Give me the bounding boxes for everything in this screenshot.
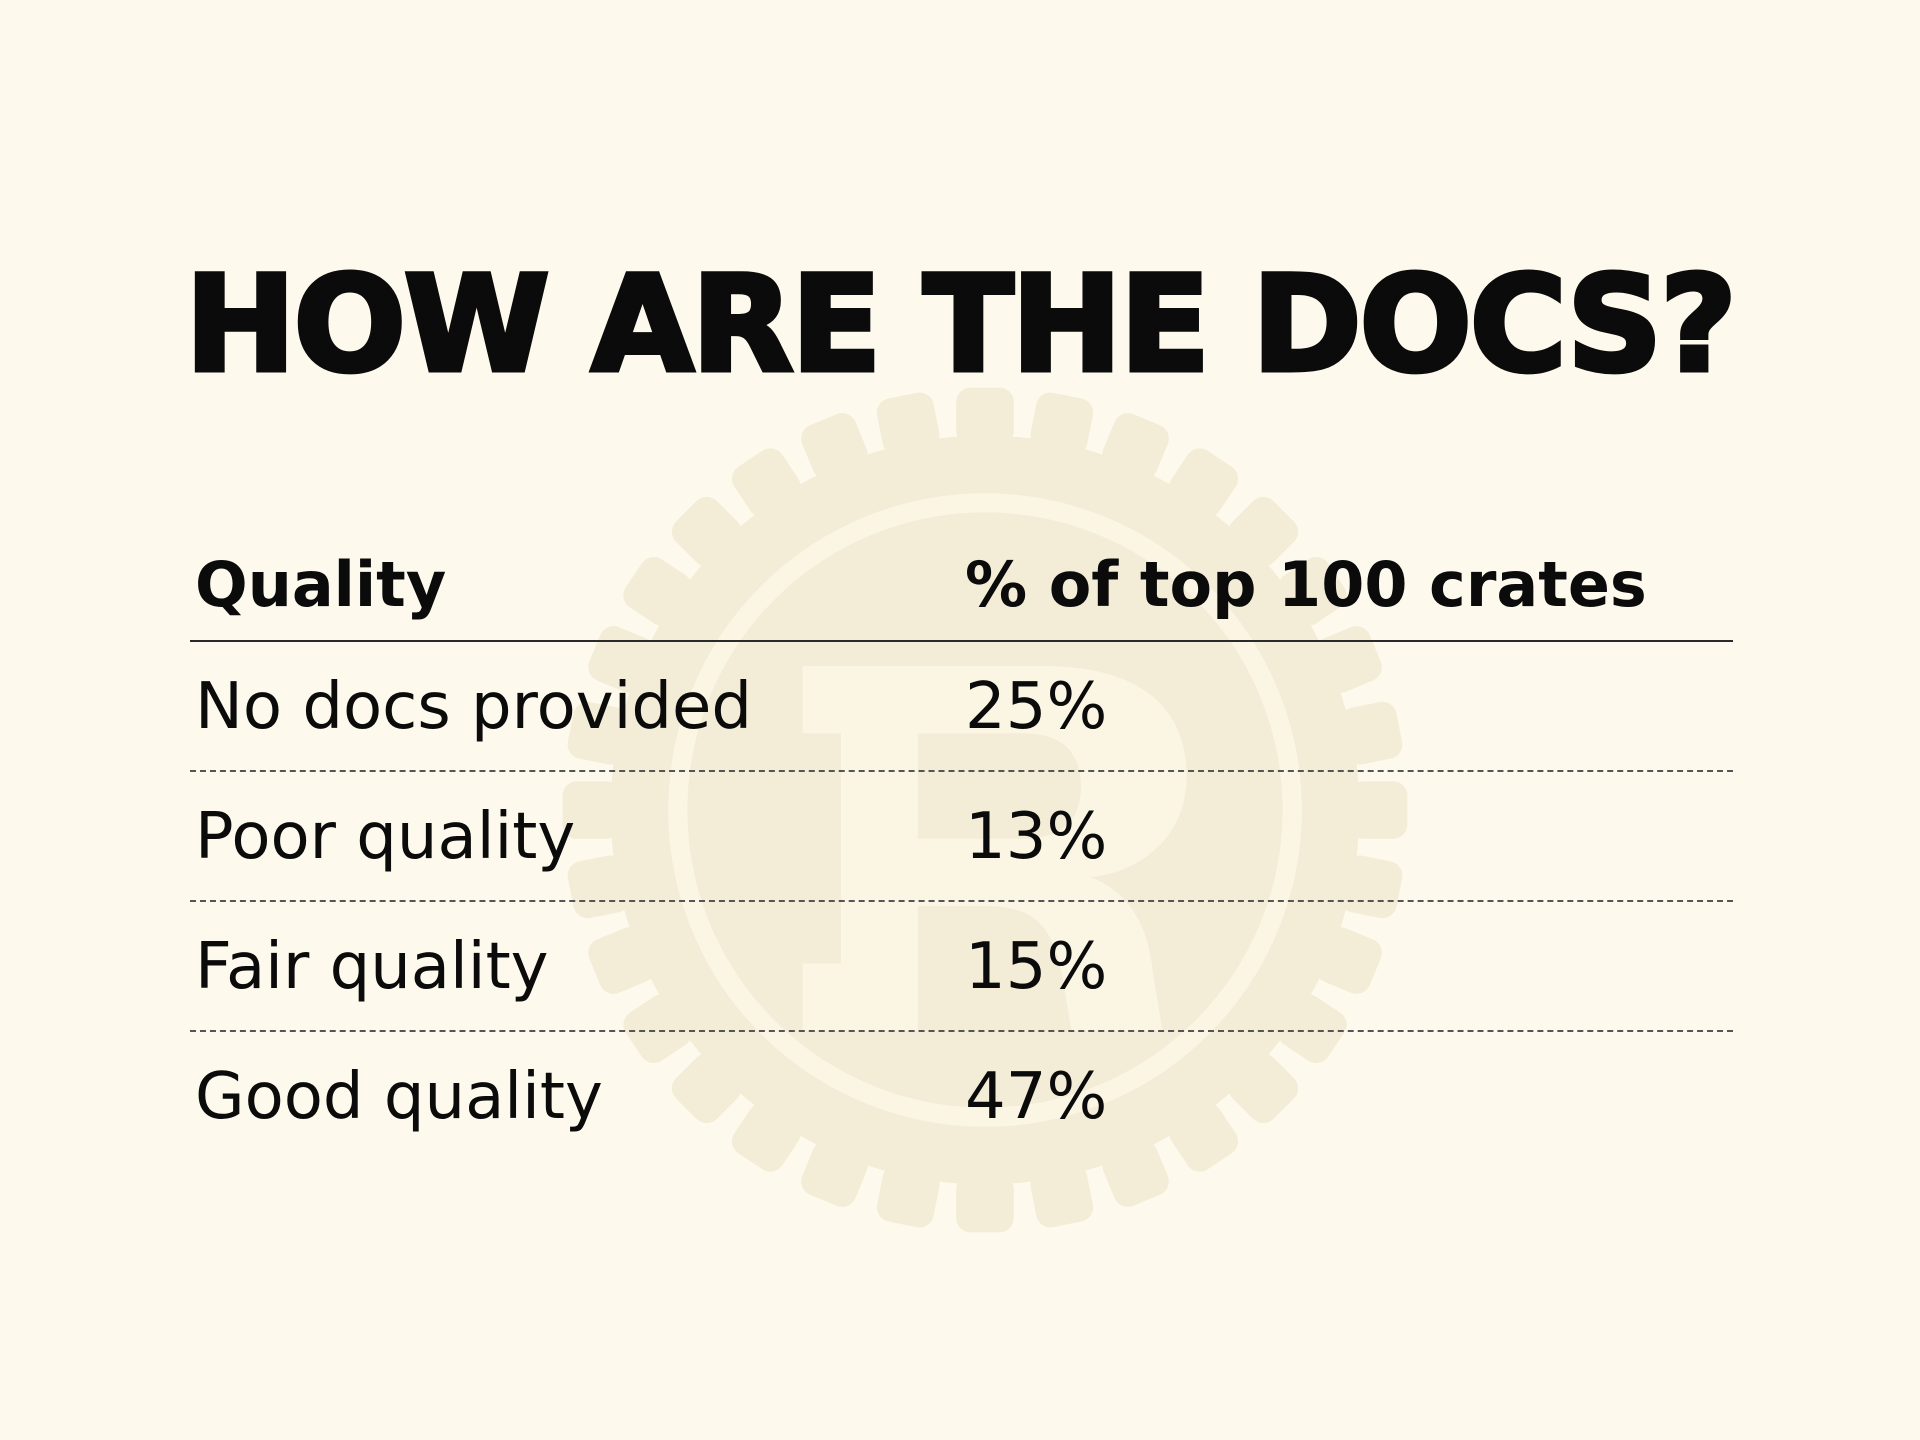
- table-row: Poor quality 13%: [190, 772, 1733, 902]
- table-row: No docs provided 25%: [190, 642, 1733, 772]
- rust-gear-logo-icon: [562, 387, 1408, 1233]
- header-quality: Quality: [195, 548, 447, 621]
- row-percent-value: 47%: [965, 1060, 1108, 1134]
- table-row: Fair quality 15%: [190, 902, 1733, 1032]
- row-percent-value: 25%: [965, 670, 1108, 744]
- slide-title: HOW ARE THE DOCS?: [183, 246, 1740, 405]
- row-percent-value: 15%: [965, 930, 1108, 1004]
- table-row: Good quality 47%: [190, 1032, 1733, 1160]
- row-quality-label: Fair quality: [195, 930, 549, 1004]
- docs-quality-table: Quality % of top 100 crates No docs prov…: [190, 530, 1733, 1160]
- row-percent-value: 13%: [965, 800, 1108, 874]
- row-quality-label: Poor quality: [195, 800, 576, 874]
- row-quality-label: Good quality: [195, 1060, 603, 1134]
- row-quality-label: No docs provided: [195, 670, 752, 744]
- header-percent: % of top 100 crates: [965, 548, 1647, 621]
- table-header-row: Quality % of top 100 crates: [190, 530, 1733, 642]
